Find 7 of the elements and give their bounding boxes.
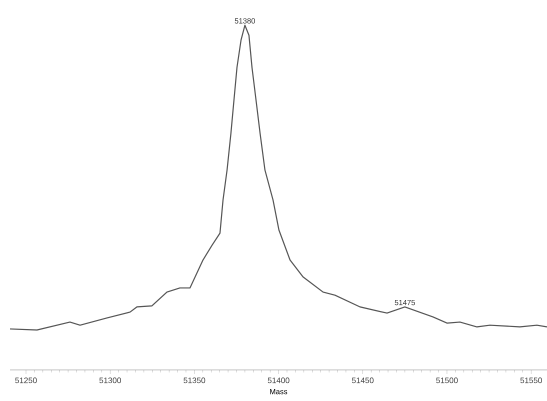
x-tick-label: 51250 (15, 378, 37, 384)
x-tick-label: 51450 (352, 378, 374, 384)
x-tick-label: 51300 (99, 378, 122, 384)
x-tick-label: 51500 (436, 378, 458, 384)
x-tick-label: 51350 (184, 378, 206, 384)
x-tick-label: 51400 (268, 378, 290, 384)
x-tick-label: 51550 (520, 378, 542, 384)
